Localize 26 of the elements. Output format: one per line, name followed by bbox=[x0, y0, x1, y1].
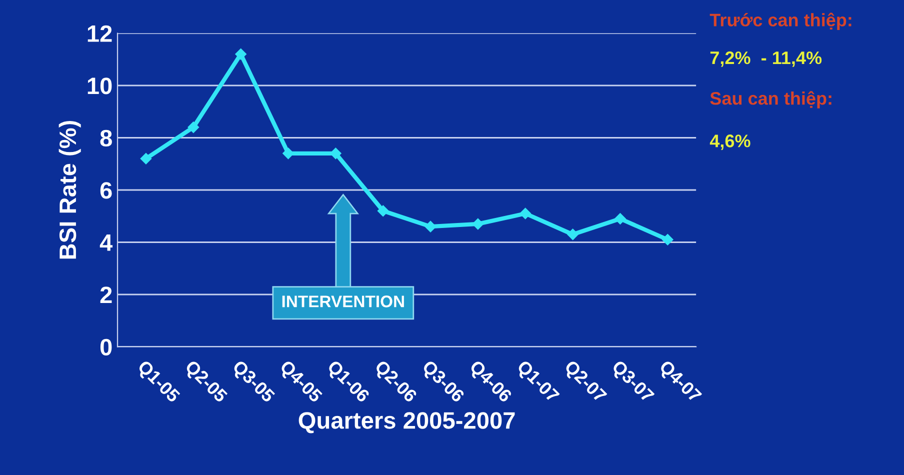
point bbox=[614, 213, 626, 224]
point bbox=[140, 153, 152, 164]
point bbox=[520, 208, 531, 220]
y-tick-label: 12 bbox=[88, 25, 112, 42]
y-tick-label: 10 bbox=[88, 78, 112, 94]
point bbox=[188, 122, 200, 133]
y-axis-title: BSI Rate (%) bbox=[58, 120, 81, 259]
point bbox=[424, 220, 436, 232]
point bbox=[377, 205, 389, 217]
point bbox=[662, 234, 674, 246]
point bbox=[330, 148, 342, 160]
text: Sau can thiệp: bbox=[710, 91, 832, 108]
y-tick-label: 6 bbox=[100, 182, 112, 199]
y-tick-label: 8 bbox=[100, 130, 112, 147]
y-tick-label: 0 bbox=[100, 338, 112, 356]
annotation: INTERVENTION bbox=[282, 296, 404, 308]
y-tick-label: 2 bbox=[100, 286, 112, 304]
x-axis-title: Quarters 2005-2007 bbox=[298, 412, 515, 434]
point bbox=[567, 228, 578, 240]
point bbox=[282, 148, 294, 160]
text: Trước can thiệp: bbox=[710, 12, 852, 30]
text: 7,2% - 11,4% bbox=[710, 51, 822, 67]
text: 4,6% bbox=[710, 134, 750, 150]
y-tick-label: 4 bbox=[100, 234, 113, 251]
point bbox=[472, 218, 484, 230]
point bbox=[235, 48, 246, 60]
